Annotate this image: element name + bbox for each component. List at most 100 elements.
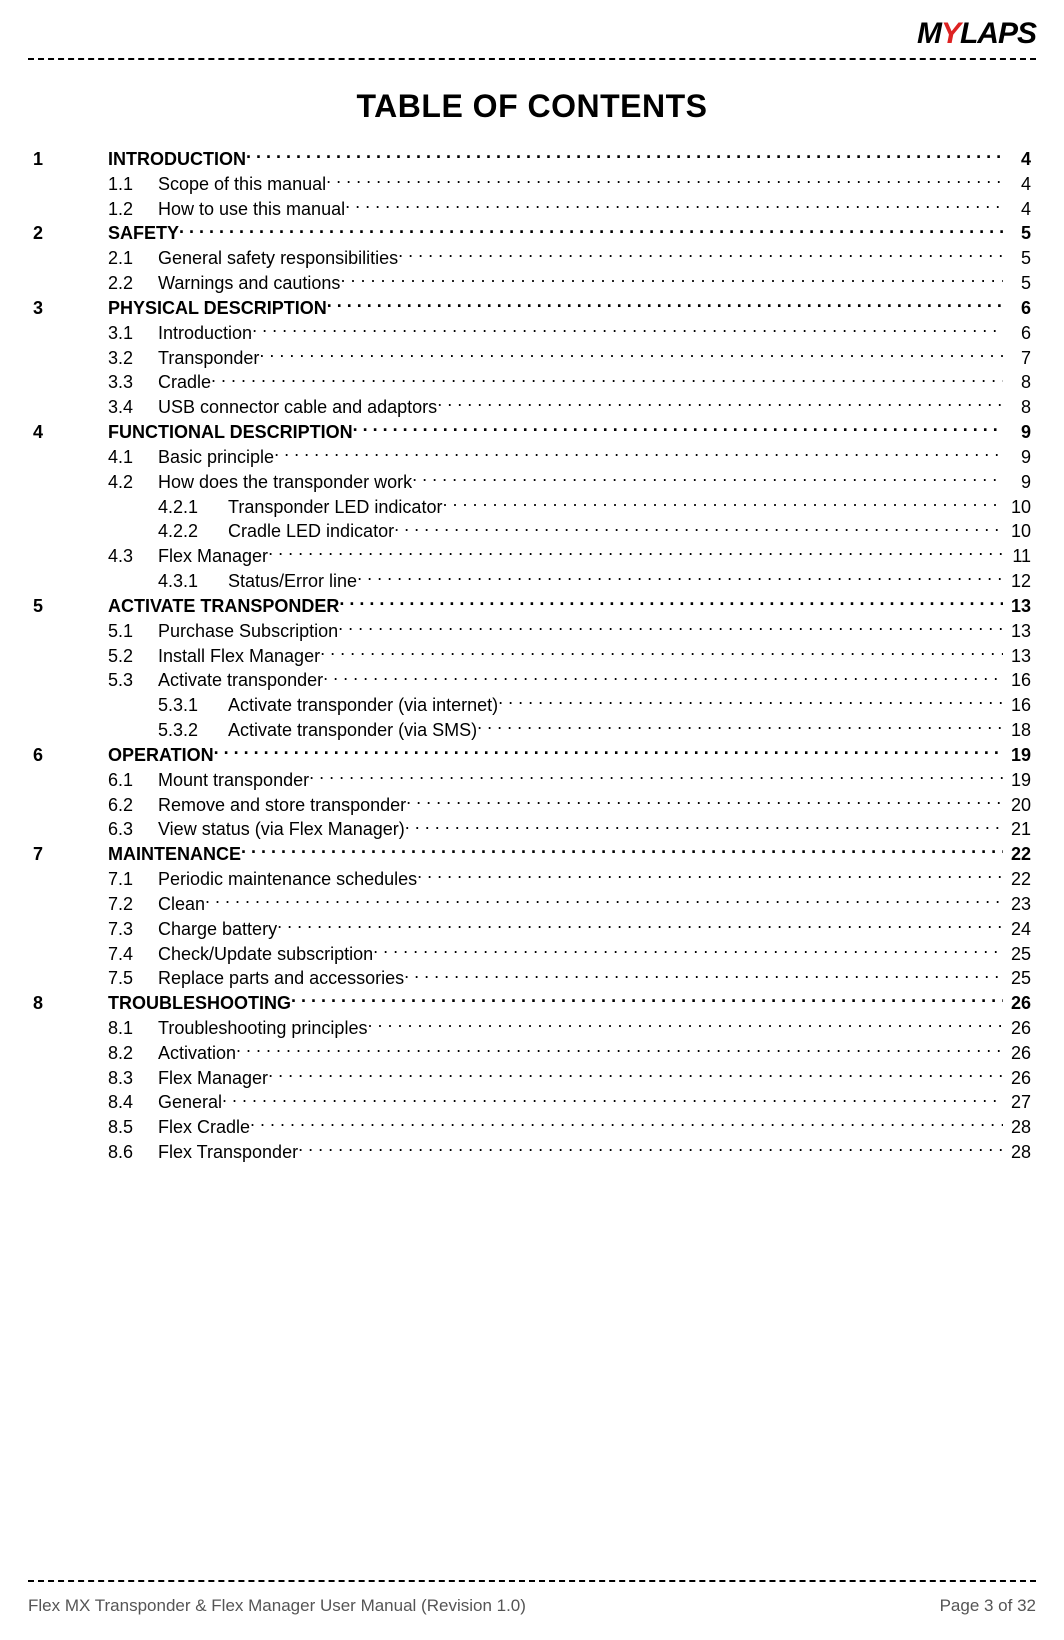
toc-leader xyxy=(291,991,1003,1009)
toc-row: 4.1Basic principle 9 xyxy=(33,445,1031,470)
toc-row: 4FUNCTIONAL DESCRIPTION9 xyxy=(33,420,1031,445)
toc-leader xyxy=(309,768,1003,786)
toc-page-number: 19 xyxy=(1003,768,1031,793)
toc-label: Replace parts and accessories xyxy=(158,966,404,991)
toc-page-number: 11 xyxy=(1003,544,1031,569)
toc-number: 3.3 xyxy=(108,370,158,395)
toc-leader xyxy=(214,743,1003,761)
toc-number: 8.1 xyxy=(108,1016,158,1041)
toc-leader xyxy=(211,370,1003,388)
toc-leader xyxy=(339,594,1003,612)
toc-number: 1.1 xyxy=(108,172,158,197)
toc-leader xyxy=(268,544,1003,562)
toc-label: OPERATION xyxy=(108,743,214,768)
toc-leader xyxy=(357,569,1003,587)
logo-suffix: LAPS xyxy=(960,17,1036,51)
toc-page-number: 22 xyxy=(1003,867,1031,892)
toc-label: Flex Manager xyxy=(158,544,268,569)
toc-label: Transponder xyxy=(158,346,259,371)
toc-leader xyxy=(417,867,1003,885)
toc-page-number: 28 xyxy=(1003,1115,1031,1140)
toc-page-number: 18 xyxy=(1003,718,1031,743)
toc-label: General xyxy=(158,1090,222,1115)
toc-number: 8.2 xyxy=(108,1041,158,1066)
toc-row: 5.3.2Activate transponder (via SMS)18 xyxy=(33,718,1031,743)
toc-number: 3.1 xyxy=(108,321,158,346)
toc-page-number: 8 xyxy=(1003,370,1031,395)
toc-leader xyxy=(338,619,1003,637)
toc-leader xyxy=(236,1041,1003,1059)
toc-label: Status/Error line xyxy=(228,569,357,594)
page-title: TABLE OF CONTENTS xyxy=(33,88,1031,125)
toc-row: 4.2.1Transponder LED indicator10 xyxy=(33,495,1031,520)
toc-page-number: 9 xyxy=(1003,420,1031,445)
toc-label: Purchase Subscription xyxy=(158,619,338,644)
toc-label: Warnings and cautions xyxy=(158,271,340,296)
toc-number: 5 xyxy=(33,594,108,619)
toc-number: 7 xyxy=(33,842,108,867)
toc-row: 3.1Introduction 6 xyxy=(33,321,1031,346)
toc-number: 2.2 xyxy=(108,271,158,296)
toc-label: Activation xyxy=(158,1041,236,1066)
toc-page-number: 5 xyxy=(1003,221,1031,246)
toc-label: Basic principle xyxy=(158,445,274,470)
toc-number: 4.3.1 xyxy=(158,569,228,594)
toc-label: ACTIVATE TRANSPONDER xyxy=(108,594,339,619)
footer-right: Page 3 of 32 xyxy=(940,1596,1036,1616)
toc-label: Activate transponder xyxy=(158,668,323,693)
toc-page-number: 7 xyxy=(1003,346,1031,371)
toc-row: 7.3Charge battery24 xyxy=(33,917,1031,942)
footer-left: Flex MX Transponder & Flex Manager User … xyxy=(28,1596,526,1616)
toc-page-number: 26 xyxy=(1003,1066,1031,1091)
toc-row: 6.2Remove and store transponder20 xyxy=(33,793,1031,818)
toc-label: Flex Transponder xyxy=(158,1140,298,1165)
toc-row: 8.4General27 xyxy=(33,1090,1031,1115)
toc-number: 2 xyxy=(33,221,108,246)
toc-page-number: 26 xyxy=(1003,1041,1031,1066)
toc-label: Introduction xyxy=(158,321,252,346)
toc-leader xyxy=(398,246,1003,264)
toc-row: 7.4Check/Update subscription25 xyxy=(33,942,1031,967)
footer-divider xyxy=(28,1580,1036,1582)
toc-leader xyxy=(320,644,1003,662)
toc-page-number: 4 xyxy=(1003,172,1031,197)
toc-leader xyxy=(394,519,1003,537)
toc-label: Install Flex Manager xyxy=(158,644,320,669)
toc-leader xyxy=(298,1140,1003,1158)
toc-label: Flex Manager xyxy=(158,1066,268,1091)
page: MYLAPS TABLE OF CONTENTS 1INTRODUCTION41… xyxy=(0,0,1064,1640)
toc-label: Clean xyxy=(158,892,205,917)
toc-leader xyxy=(222,1090,1003,1108)
toc-number: 5.3.1 xyxy=(158,693,228,718)
toc-page-number: 9 xyxy=(1003,470,1031,495)
toc-leader xyxy=(250,1115,1003,1133)
toc-label: Activate transponder (via SMS) xyxy=(228,718,477,743)
toc-label: Troubleshooting principles xyxy=(158,1016,367,1041)
toc-leader xyxy=(274,445,1003,463)
toc-number: 1 xyxy=(33,147,108,172)
toc-page-number: 16 xyxy=(1003,668,1031,693)
toc-page-number: 9 xyxy=(1003,445,1031,470)
toc-leader xyxy=(277,917,1003,935)
toc-label: Periodic maintenance schedules xyxy=(158,867,417,892)
toc-leader xyxy=(323,668,1003,686)
toc-row: 4.3Flex Manager11 xyxy=(33,544,1031,569)
toc-leader xyxy=(340,271,1003,289)
toc-page-number: 6 xyxy=(1003,296,1031,321)
toc-label: FUNCTIONAL DESCRIPTION xyxy=(108,420,353,445)
toc-leader xyxy=(353,420,1003,438)
toc-page-number: 6 xyxy=(1003,321,1031,346)
toc-label: USB connector cable and adaptors xyxy=(158,395,437,420)
toc-row: 4.2How does the transponder work9 xyxy=(33,470,1031,495)
toc-label: Remove and store transponder xyxy=(158,793,406,818)
toc-number: 6.3 xyxy=(108,817,158,842)
toc-number: 4.1 xyxy=(108,445,158,470)
toc-page-number: 25 xyxy=(1003,942,1031,967)
toc-row: 8.2Activation 26 xyxy=(33,1041,1031,1066)
toc-row: 1.2How to use this manual4 xyxy=(33,197,1031,222)
toc-label: Check/Update subscription xyxy=(158,942,373,967)
toc-row: 6OPERATION19 xyxy=(33,743,1031,768)
toc-page-number: 20 xyxy=(1003,793,1031,818)
toc-page-number: 25 xyxy=(1003,966,1031,991)
toc-leader xyxy=(404,966,1003,984)
